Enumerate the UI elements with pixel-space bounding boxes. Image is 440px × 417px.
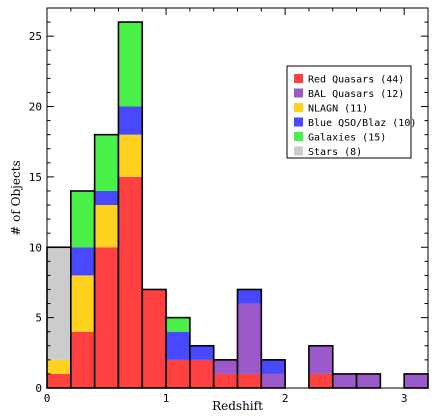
legend-label: Red Quasars (44): [308, 75, 404, 86]
legend-box: [286, 65, 412, 159]
legend-label: BAL Quasars (12): [308, 89, 404, 100]
y-tick-label: 20: [29, 101, 42, 114]
bar-segment: [189, 345, 214, 360]
y-axis-title: # of Objects: [9, 160, 23, 235]
legend-label: Galaxies (15): [308, 133, 386, 144]
y-tick-label: 10: [29, 241, 42, 254]
bar-segment: [356, 373, 381, 388]
x-tick-label: 1: [163, 392, 170, 405]
legend-swatch: [294, 146, 303, 156]
x-axis-title: Redshift: [212, 399, 263, 413]
bar-segment: [308, 373, 333, 388]
bar-segment: [70, 247, 95, 276]
x-tick-label: 3: [401, 392, 408, 405]
legend-swatch: [294, 74, 303, 83]
bar-segment: [94, 205, 119, 248]
bar-segment: [47, 247, 71, 360]
bar-segment: [237, 373, 262, 388]
bar-segment: [261, 359, 286, 374]
legend-swatch: [294, 103, 303, 112]
bar-segment: [142, 289, 167, 388]
x-tick-label: 0: [44, 392, 51, 405]
bar-segment: [308, 345, 333, 374]
legend-label: Stars (8): [308, 147, 362, 158]
bar-segment: [213, 359, 238, 374]
y-tick-label: 25: [29, 30, 42, 43]
bar-segment: [70, 275, 95, 332]
y-tick-label: 0: [35, 382, 42, 395]
bar-segment: [237, 303, 262, 374]
bar-segment: [94, 247, 119, 388]
legend-swatch: [294, 88, 303, 98]
bar-segment: [94, 134, 119, 191]
bar-segment: [261, 373, 286, 388]
bar-segment: [189, 359, 214, 388]
bar-segment: [47, 359, 71, 374]
x-tick-label: 2: [282, 392, 289, 405]
legend-label: Blue QSO/Blaz (10): [308, 118, 416, 129]
bar-segment: [70, 190, 95, 248]
bar-segment: [118, 176, 143, 388]
bar-segment: [118, 106, 143, 135]
bar-segment: [404, 373, 428, 388]
bar-segment: [166, 359, 190, 388]
bar-segment: [166, 317, 190, 332]
bar-segment: [94, 190, 119, 206]
y-tick-label: 5: [35, 312, 42, 325]
legend-label: NLAGN (11): [308, 104, 368, 115]
legend-swatch: [294, 117, 303, 127]
legend-swatch: [294, 132, 303, 141]
bar-segment: [118, 22, 143, 107]
y-tick-label: 15: [29, 171, 42, 184]
bar-segment: [237, 289, 262, 304]
bar-segment: [47, 373, 71, 388]
bar-segment: [166, 331, 190, 360]
bar-segment: [332, 373, 357, 388]
bar-segment: [118, 134, 143, 177]
bar-segment: [213, 373, 238, 388]
bar-segment: [70, 331, 95, 388]
